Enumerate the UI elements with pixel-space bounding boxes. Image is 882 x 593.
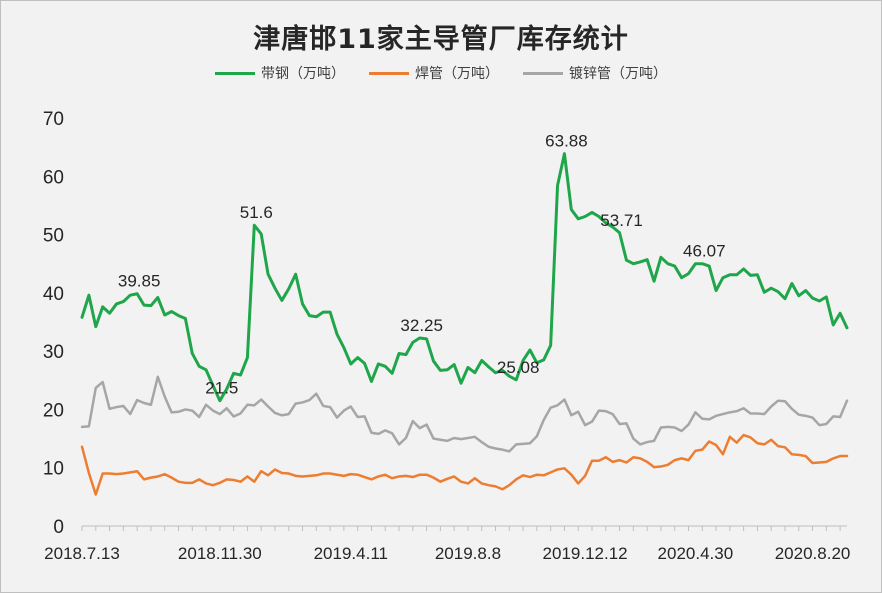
x-tick-label: 2018.11.30 [178, 544, 262, 563]
y-tick-label: 70 [43, 109, 64, 130]
legend-label-galvanized-pipe: 镀锌管（万吨） [569, 66, 667, 82]
series-line-galvanized-pipe [80, 375, 849, 453]
legend-item-galvanized-pipe: 镀锌管（万吨） [523, 63, 667, 83]
x-tick-label: 2019.12.12 [543, 544, 628, 563]
legend-swatch-welded-pipe [369, 71, 409, 75]
y-tick-label: 40 [43, 284, 64, 305]
legend-label-strip-steel: 带钢（万吨） [261, 66, 345, 82]
data-label: 63.88 [545, 132, 588, 151]
data-label: 32.25 [400, 316, 443, 335]
data-label: 51.6 [240, 203, 273, 222]
legend-swatch-strip-steel [215, 71, 255, 75]
legend-item-strip-steel: 带钢（万吨） [215, 63, 345, 83]
data-label: 53.71 [600, 211, 643, 230]
legend-swatch-galvanized-pipe [523, 71, 563, 75]
x-tick-label: 2019.8.8 [435, 544, 501, 563]
x-tick-label: 2020.4.30 [658, 544, 734, 563]
chart-title: 津唐邯11家主导管厂库存统计 [253, 24, 629, 55]
y-tick-label: 20 [43, 400, 64, 421]
data-label: 25.08 [497, 358, 540, 377]
series-line-welded-pipe [80, 433, 849, 496]
y-tick-label: 30 [43, 342, 64, 363]
series-line-strip-steel [80, 152, 849, 403]
x-tick-label: 2018.7.13 [44, 544, 120, 563]
data-label: 21.5 [205, 379, 238, 398]
legend-item-welded-pipe: 焊管（万吨） [369, 63, 499, 83]
y-tick-label: 60 [43, 167, 64, 188]
x-tick-label: 2019.4.11 [314, 544, 388, 563]
x-tick-label: 2020.8.20 [775, 544, 851, 563]
data-label: 46.07 [683, 242, 726, 261]
legend: 带钢（万吨） 焊管（万吨） 镀锌管（万吨） [1, 63, 881, 83]
legend-label-welded-pipe: 焊管（万吨） [415, 66, 499, 82]
data-label: 39.85 [118, 272, 161, 291]
y-tick-label: 0 [53, 517, 64, 538]
y-tick-label: 10 [43, 459, 64, 480]
y-tick-label: 50 [43, 226, 64, 247]
